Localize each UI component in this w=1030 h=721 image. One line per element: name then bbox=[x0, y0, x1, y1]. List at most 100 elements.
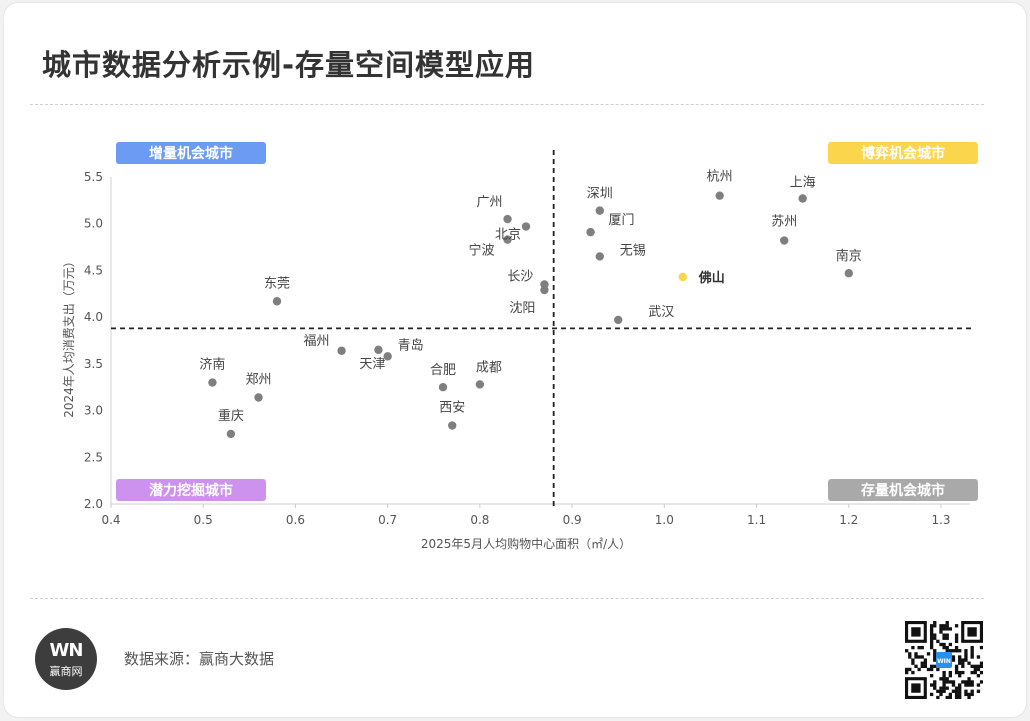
quadrant-label-bottom-right: 存量机会城市 bbox=[861, 482, 945, 499]
qr-module bbox=[948, 649, 952, 653]
qr-module bbox=[905, 670, 909, 675]
qr-module bbox=[929, 642, 934, 647]
point-label-厦门: 厦门 bbox=[609, 213, 635, 228]
qr-module bbox=[976, 655, 981, 659]
x-tick-label: 0.6 bbox=[286, 513, 305, 527]
qr-module bbox=[939, 689, 943, 693]
qr-module bbox=[933, 649, 937, 653]
qr-module bbox=[970, 670, 974, 675]
qr-module bbox=[914, 652, 918, 656]
qr-module bbox=[954, 664, 959, 668]
qr-module bbox=[933, 621, 937, 625]
qr-module bbox=[908, 655, 912, 659]
qr-module bbox=[911, 658, 915, 662]
qr-module bbox=[929, 692, 934, 697]
qr-module bbox=[964, 680, 968, 684]
data-points bbox=[208, 191, 853, 439]
qr-module bbox=[954, 636, 959, 640]
qr-module bbox=[936, 639, 940, 644]
qr-module bbox=[976, 664, 981, 668]
point-label-宁波: 宁波 bbox=[469, 243, 495, 259]
bottom-divider bbox=[30, 598, 984, 599]
qr-module bbox=[939, 642, 943, 647]
qr-module bbox=[970, 649, 974, 653]
quadrant-label-top-left: 增量机会城市 bbox=[149, 145, 233, 162]
point-西安 bbox=[448, 421, 457, 430]
quadrant-badge-top-right bbox=[828, 142, 978, 164]
qr-module bbox=[920, 661, 924, 665]
qr-module bbox=[933, 664, 937, 668]
qr-module bbox=[933, 655, 937, 659]
qr-module bbox=[973, 670, 977, 675]
qr-module bbox=[954, 692, 959, 697]
qr-module bbox=[933, 652, 937, 656]
x-tick-label: 0.7 bbox=[378, 513, 397, 527]
qr-module bbox=[914, 664, 918, 668]
qr-module bbox=[933, 683, 937, 687]
point-label-广州: 广州 bbox=[477, 195, 503, 210]
point-成都 bbox=[475, 380, 485, 389]
y-tick-label: 4.5 bbox=[84, 263, 103, 277]
qr-module bbox=[929, 645, 934, 650]
qr-module bbox=[933, 658, 937, 662]
qr-module bbox=[942, 633, 946, 637]
qr-module bbox=[970, 664, 974, 668]
qr-module bbox=[948, 674, 952, 678]
point-上海 bbox=[798, 194, 807, 203]
point-广州 bbox=[503, 214, 512, 224]
qr-module bbox=[961, 661, 965, 665]
qr-module bbox=[942, 642, 946, 647]
quadrant-badge-top-left bbox=[116, 142, 266, 164]
qr-module bbox=[954, 624, 959, 628]
qr-module bbox=[958, 655, 962, 659]
qr-module bbox=[929, 664, 934, 668]
qr-module bbox=[970, 645, 974, 650]
point-北京 bbox=[521, 222, 531, 231]
qr-module bbox=[939, 686, 943, 690]
qr-module bbox=[939, 627, 943, 631]
qr-module bbox=[936, 695, 940, 699]
qr-module bbox=[942, 674, 946, 678]
qr-module bbox=[958, 695, 962, 699]
qr-module bbox=[929, 683, 934, 687]
qr-module bbox=[948, 680, 952, 684]
quadrant-label-top-right: 博弈机会城市 bbox=[861, 145, 945, 162]
qr-module bbox=[933, 636, 937, 640]
qr-module bbox=[929, 636, 934, 640]
point-label-重庆: 重庆 bbox=[218, 408, 244, 424]
x-tick-label: 0.4 bbox=[101, 513, 120, 527]
qr-module bbox=[967, 680, 971, 684]
qr-module bbox=[970, 655, 974, 659]
point-label-杭州: 杭州 bbox=[707, 170, 733, 185]
qr-module bbox=[976, 674, 981, 678]
qr-module bbox=[945, 645, 949, 650]
data-source: 数据来源：赢商大数据 bbox=[124, 650, 275, 668]
point-label-武汉: 武汉 bbox=[648, 305, 674, 320]
qr-module bbox=[979, 664, 983, 668]
point-福州 bbox=[337, 346, 346, 355]
qr-module bbox=[923, 658, 928, 662]
x-tick-label: 1.3 bbox=[931, 513, 950, 527]
qr-module bbox=[954, 633, 959, 637]
point-label-合肥: 合肥 bbox=[430, 363, 456, 378]
qr-module bbox=[908, 667, 912, 672]
y-tick-label: 3.5 bbox=[84, 357, 103, 371]
point-济南 bbox=[208, 378, 217, 387]
qr-module bbox=[929, 633, 934, 637]
qr-module bbox=[967, 683, 971, 687]
point-郑州 bbox=[254, 393, 263, 402]
qr-module bbox=[929, 624, 934, 628]
qr-module bbox=[926, 652, 931, 656]
logo-name: 赢商网 bbox=[49, 665, 83, 678]
point-label-成都: 成都 bbox=[476, 360, 502, 375]
point-label-沈阳: 沈阳 bbox=[509, 301, 535, 316]
qr-module bbox=[920, 655, 924, 659]
qr-module bbox=[917, 667, 921, 672]
qr-module bbox=[917, 645, 921, 650]
qr-module bbox=[905, 649, 909, 653]
qr-center-text: WIN bbox=[937, 658, 951, 665]
qr-module bbox=[942, 677, 946, 681]
point-合肥 bbox=[438, 383, 448, 392]
